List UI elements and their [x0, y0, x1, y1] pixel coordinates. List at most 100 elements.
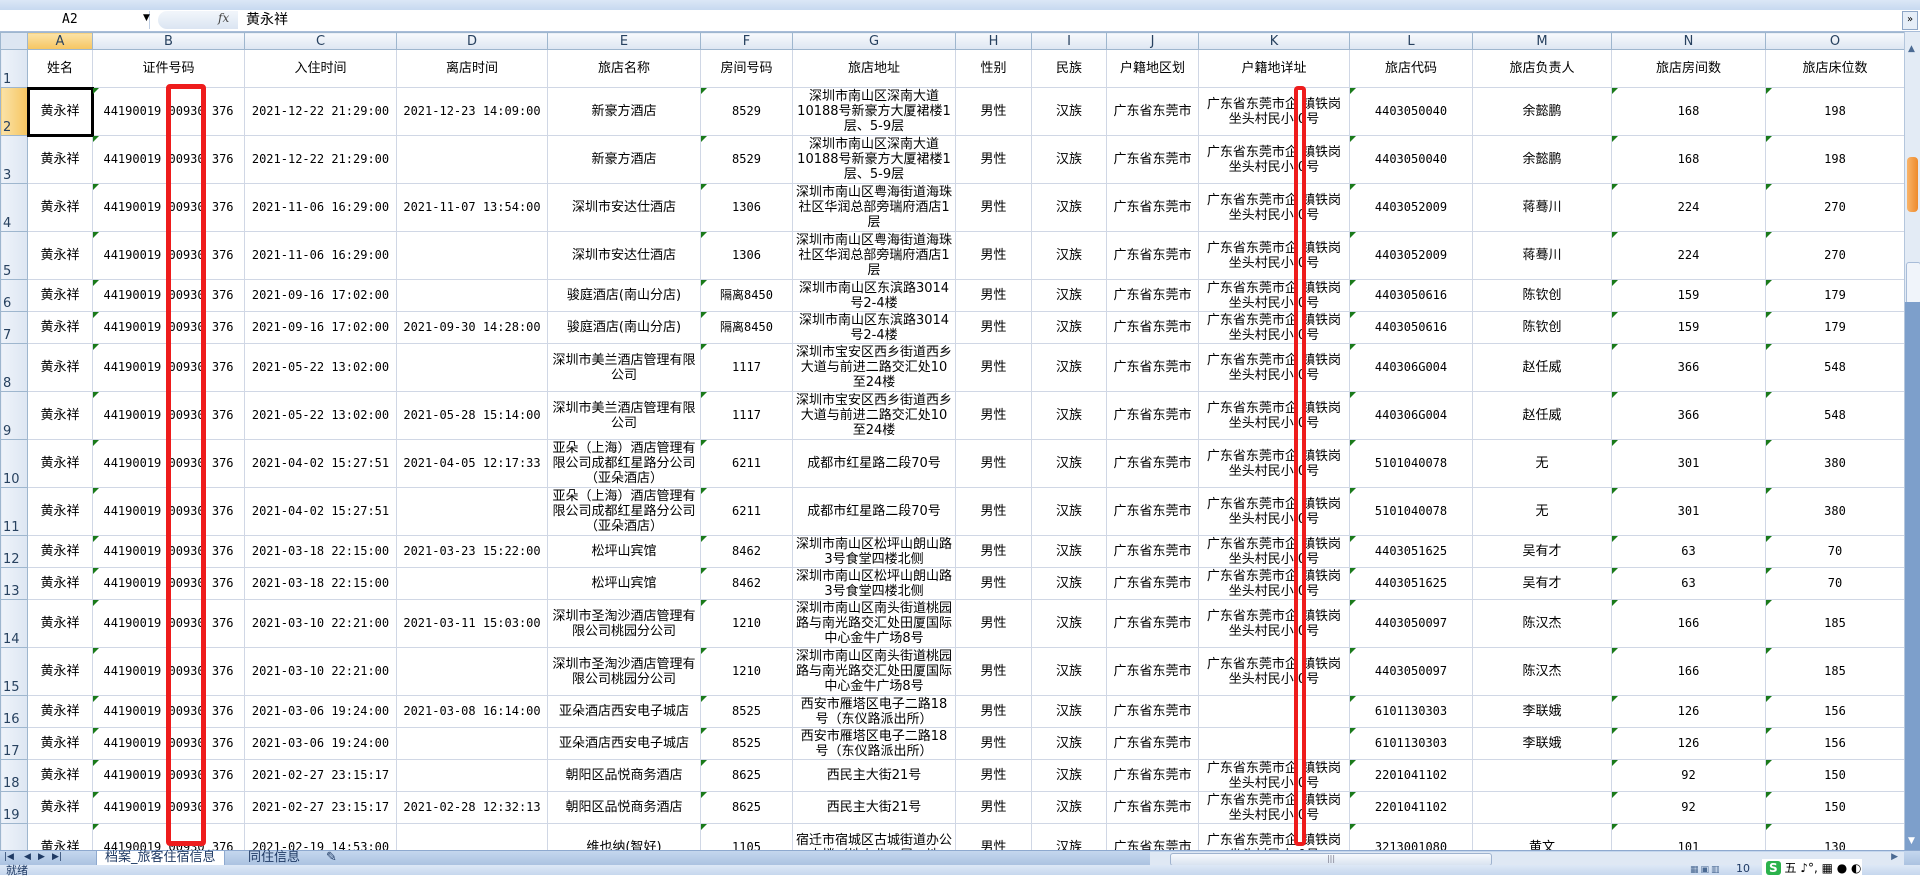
cell-room-number[interactable]: 隔离8450	[700, 311, 793, 344]
column-header-c[interactable]: C	[244, 32, 397, 50]
header-cell-hotel-code[interactable]: 旅店代码	[1349, 49, 1473, 88]
cell-name[interactable]: 黄永祥	[27, 183, 93, 232]
cell-household-address[interactable]: 广东省东莞市企 镇铁岗坐头村民小 0号	[1198, 599, 1350, 648]
cell-hotel-name[interactable]: 深圳市美兰酒店管理有限公司	[547, 391, 701, 440]
cell-hotel-manager[interactable]: 李联娥	[1472, 695, 1612, 728]
cell-room-number[interactable]: 6211	[700, 439, 793, 488]
cell-name[interactable]: 黄永祥	[27, 279, 93, 312]
column-header-a[interactable]: A	[27, 32, 93, 50]
cell-hotel-name[interactable]: 亚朵酒店西安电子城店	[547, 695, 701, 728]
cell-check-in-time[interactable]: 2021-12-22 21:29:00	[244, 135, 397, 184]
row-header-2[interactable]: 2	[0, 87, 28, 136]
ime-mode[interactable]: 五	[1784, 861, 1797, 875]
name-box-dropdown-icon[interactable]: ▼	[143, 13, 150, 23]
cell-household-region[interactable]: 广东省东莞市	[1106, 599, 1199, 648]
cell-room-number[interactable]: 1117	[700, 391, 793, 440]
cell-check-in-time[interactable]: 2021-02-27 23:15:17	[244, 759, 397, 792]
cell-check-in-time[interactable]: 2021-03-18 22:15:00	[244, 535, 397, 568]
cell-hotel-address[interactable]: 西安市雁塔区电子二路18号（东仪路派出所）	[792, 727, 956, 760]
cell-hotel-room-count[interactable]: 224	[1611, 183, 1766, 232]
cell-household-address[interactable]: 广东省东莞市企 镇铁岗坐头村民小 0号	[1198, 231, 1350, 280]
row-header-1[interactable]: 1	[0, 49, 28, 88]
cell-hotel-room-count[interactable]: 126	[1611, 695, 1766, 728]
cell-hotel-room-count[interactable]: 63	[1611, 535, 1766, 568]
cell-check-out-time[interactable]	[396, 823, 548, 850]
expand-formula-bar-icon[interactable]: »	[1902, 11, 1918, 30]
cell-hotel-bed-count[interactable]: 270	[1765, 183, 1904, 232]
cell-hotel-manager[interactable]: 陈钦创	[1472, 279, 1612, 312]
cell-ethnicity[interactable]: 汉族	[1031, 567, 1107, 600]
cell-check-out-time[interactable]	[396, 135, 548, 184]
cell-hotel-name[interactable]: 骏庭酒店(南山分店)	[547, 311, 701, 344]
cell-hotel-room-count[interactable]: 301	[1611, 439, 1766, 488]
sheet-tab-guest-records[interactable]: 档案_旅客住宿信息	[96, 851, 225, 866]
cell-hotel-manager[interactable]: 蒋蓦川	[1472, 231, 1612, 280]
cell-ethnicity[interactable]: 汉族	[1031, 135, 1107, 184]
column-header-b[interactable]: B	[92, 32, 245, 50]
cell-hotel-code[interactable]: 6101130303	[1349, 695, 1473, 728]
column-header-o[interactable]: O	[1765, 32, 1904, 50]
cell-ethnicity[interactable]: 汉族	[1031, 343, 1107, 392]
cell-check-in-time[interactable]: 2021-05-22 13:02:00	[244, 343, 397, 392]
cell-hotel-room-count[interactable]: 92	[1611, 791, 1766, 824]
cell-gender[interactable]: 男性	[955, 231, 1032, 280]
cell-check-in-time[interactable]: 2021-03-18 22:15:00	[244, 567, 397, 600]
cell-hotel-bed-count[interactable]: 198	[1765, 135, 1904, 184]
cell-hotel-bed-count[interactable]: 185	[1765, 599, 1904, 648]
cell-gender[interactable]: 男性	[955, 759, 1032, 792]
row-header-8[interactable]: 8	[0, 343, 28, 392]
cell-hotel-code[interactable]: 4403050040	[1349, 135, 1473, 184]
cell-hotel-manager[interactable]: 余懿鹏	[1472, 135, 1612, 184]
cell-name[interactable]: 黄永祥	[27, 599, 93, 648]
cell-check-out-time[interactable]: 2021-03-23 15:22:00	[396, 535, 548, 568]
cell-hotel-code[interactable]: 4403051625	[1349, 535, 1473, 568]
cell-room-number[interactable]: 1210	[700, 599, 793, 648]
cell-hotel-address[interactable]: 深圳市南山区深南大道10188号新豪方大厦裙楼1层、5-9层	[792, 135, 956, 184]
column-header-j[interactable]: J	[1106, 32, 1199, 50]
cell-household-region[interactable]: 广东省东莞市	[1106, 535, 1199, 568]
cell-check-out-time[interactable]: 2021-03-08 16:14:00	[396, 695, 548, 728]
cell-name[interactable]: 黄永祥	[27, 567, 93, 600]
cell-gender[interactable]: 男性	[955, 439, 1032, 488]
cell-ethnicity[interactable]: 汉族	[1031, 759, 1107, 792]
cell-hotel-room-count[interactable]: 224	[1611, 231, 1766, 280]
header-cell-gender[interactable]: 性别	[955, 49, 1032, 88]
cell-hotel-bed-count[interactable]: 130	[1765, 823, 1904, 850]
cell-gender[interactable]: 男性	[955, 135, 1032, 184]
cell-hotel-code[interactable]: 4403050040	[1349, 87, 1473, 136]
cell-check-out-time[interactable]: 2021-11-07 13:54:00	[396, 183, 548, 232]
cell-name[interactable]: 黄永祥	[26, 86, 94, 137]
vertical-scrollbar[interactable]: ▲ ▼	[1904, 32, 1920, 850]
cell-gender[interactable]: 男性	[955, 791, 1032, 824]
header-cell-hotel-room-count[interactable]: 旅店房间数	[1611, 49, 1766, 88]
row-header-14[interactable]: 14	[0, 599, 28, 648]
cell-ethnicity[interactable]: 汉族	[1031, 183, 1107, 232]
cell-ethnicity[interactable]: 汉族	[1031, 87, 1107, 136]
cell-hotel-manager[interactable]: 赵任威	[1472, 391, 1612, 440]
cell-room-number[interactable]: 8462	[700, 567, 793, 600]
ime-toolbar[interactable]: S 五 ♪°, ▦ ● ◐	[1762, 859, 1862, 875]
cell-hotel-room-count[interactable]: 168	[1611, 135, 1766, 184]
row-header-12[interactable]: 12	[0, 535, 28, 568]
cell-hotel-manager[interactable]: 李联娥	[1472, 727, 1612, 760]
cell-hotel-room-count[interactable]: 166	[1611, 599, 1766, 648]
cell-check-out-time[interactable]	[396, 567, 548, 600]
cell-gender[interactable]: 男性	[955, 279, 1032, 312]
cell-household-region[interactable]: 广东省东莞市	[1106, 823, 1199, 850]
cell-name[interactable]: 黄永祥	[27, 135, 93, 184]
cell-hotel-name[interactable]: 朝阳区品悦商务酒店	[547, 791, 701, 824]
vertical-scroll-thumb[interactable]	[1906, 262, 1920, 304]
cell-check-in-time[interactable]: 2021-03-10 22:21:00	[244, 647, 397, 696]
cell-hotel-address[interactable]: 宿迁市宿城区古城街道办公大楼（地上北一层、地	[792, 823, 956, 850]
cell-household-address[interactable]: 广东省东莞市企 镇铁岗坐头村民小 0号	[1198, 183, 1350, 232]
cell-check-in-time[interactable]: 2021-03-06 19:24:00	[244, 695, 397, 728]
cell-household-region[interactable]: 广东省东莞市	[1106, 567, 1199, 600]
view-mode-buttons[interactable]: ▦▣▥	[1690, 865, 1722, 875]
cell-household-address[interactable]: 广东省东莞市企 镇铁岗坐头村民小 0号	[1198, 279, 1350, 312]
cell-household-address[interactable]: 广东省东莞市企 镇铁岗坐头村民小 0号	[1198, 487, 1350, 536]
cell-hotel-address[interactable]: 深圳市南山区松坪山朗山路3号食堂四楼北侧	[792, 567, 956, 600]
column-header-m[interactable]: M	[1472, 32, 1612, 50]
cell-room-number[interactable]: 6211	[700, 487, 793, 536]
cell-room-number[interactable]: 1210	[700, 647, 793, 696]
cell-hotel-bed-count[interactable]: 198	[1765, 87, 1904, 136]
